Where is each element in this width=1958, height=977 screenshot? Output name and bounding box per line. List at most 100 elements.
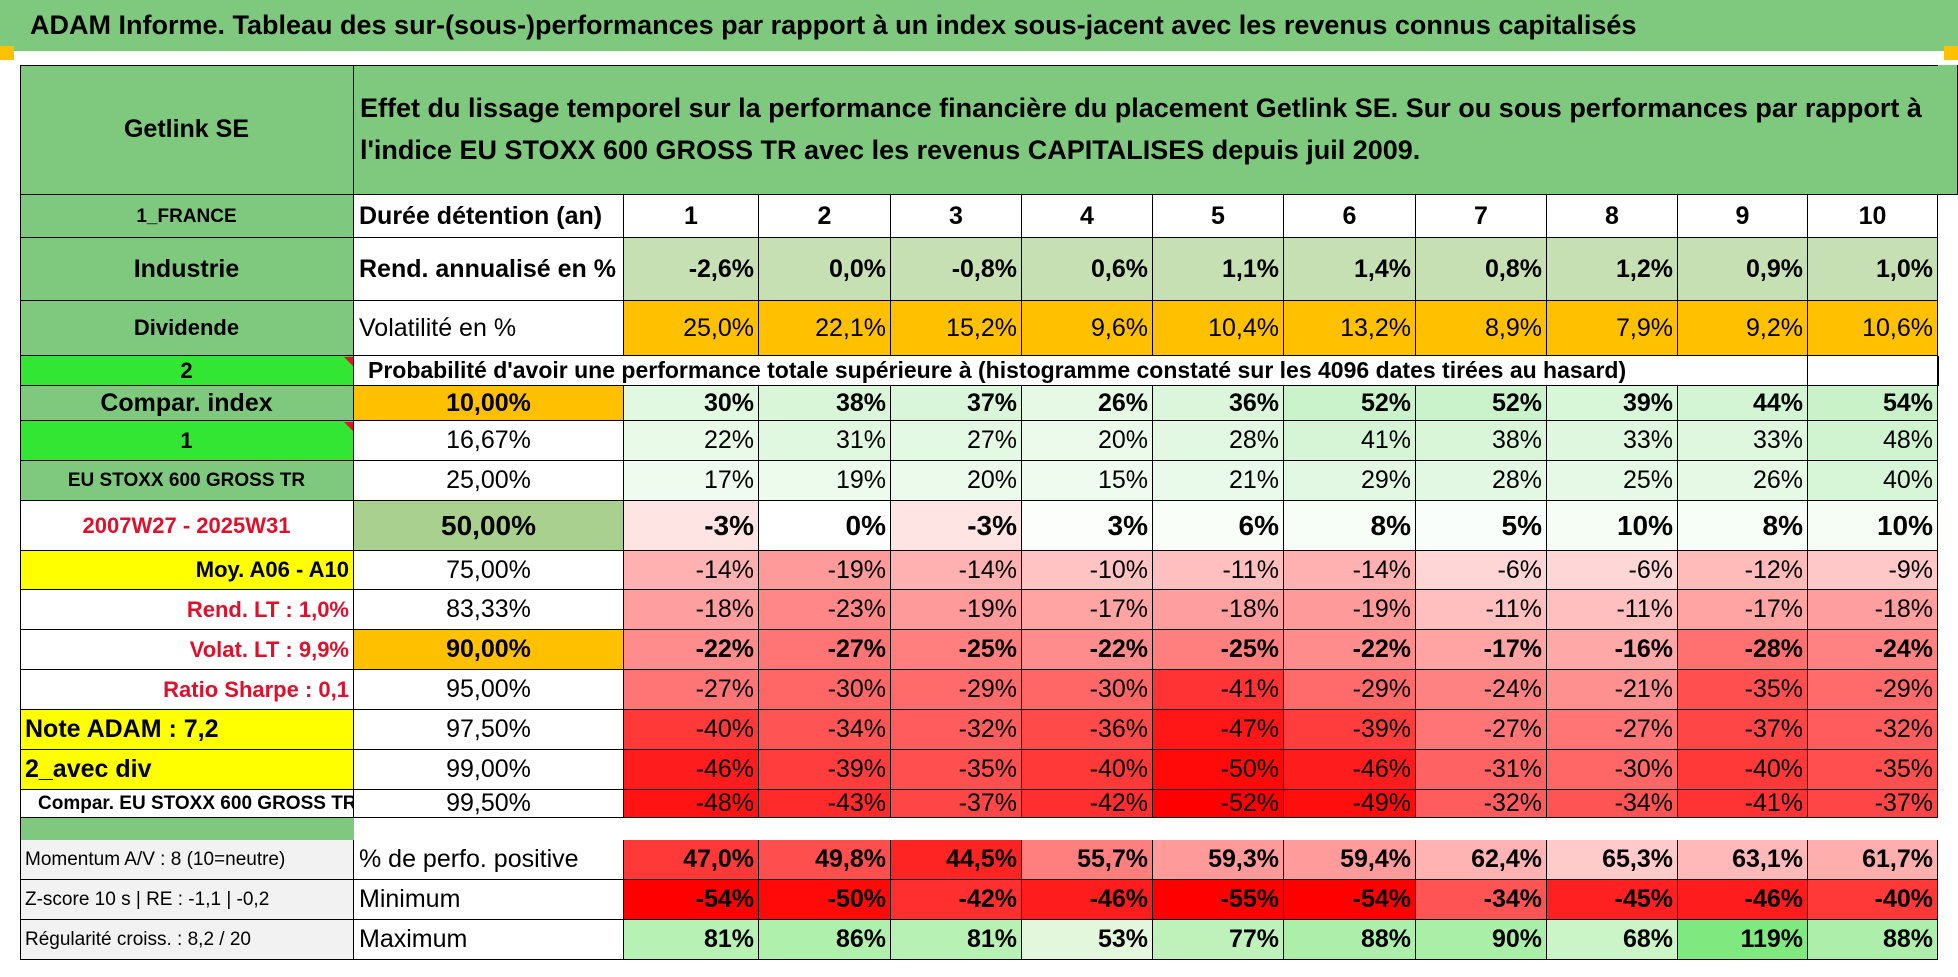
percentile-label: 99,50% [354, 790, 624, 818]
percentile-value: -27% [759, 630, 891, 670]
separator-strip [20, 818, 354, 840]
percentile-value: -28% [1678, 630, 1808, 670]
rend-value: -2,6% [624, 238, 759, 301]
percentile-value: 19% [759, 461, 891, 501]
percentile-value: -35% [891, 750, 1022, 790]
percentile-value: -9% [1808, 551, 1938, 590]
percentile-value: -3% [891, 501, 1022, 551]
percentile-value: 26% [1022, 386, 1153, 421]
maximum-value: 88% [1284, 920, 1416, 960]
minimum-value: -46% [1678, 880, 1808, 920]
ratio-sharpe-label: Ratio Sharpe : 0,1 [20, 670, 354, 710]
percentile-value: -18% [624, 590, 759, 630]
percentile-value: 52% [1416, 386, 1547, 421]
volat-value: 15,2% [891, 301, 1022, 356]
volat-lt-label: Volat. LT : 9,9% [20, 630, 354, 670]
maximum-value: 68% [1547, 920, 1678, 960]
percentile-value: -40% [1678, 750, 1808, 790]
dividend-label: Dividende [20, 301, 354, 356]
percentile-label: 97,50% [354, 710, 624, 750]
minimum-value: -46% [1022, 880, 1153, 920]
minimum-value: -45% [1547, 880, 1678, 920]
positive-value: 47,0% [624, 840, 759, 880]
percentile-value: -17% [1416, 630, 1547, 670]
rend-lt-label: Rend. LT : 1,0% [20, 590, 354, 630]
percentile-value: -36% [1022, 710, 1153, 750]
percentile-value: -22% [1022, 630, 1153, 670]
maximum-value: 90% [1416, 920, 1547, 960]
positive-value: 61,7% [1808, 840, 1938, 880]
percentile-value: -25% [1153, 630, 1284, 670]
percentile-value: -40% [624, 710, 759, 750]
minimum-value: -34% [1416, 880, 1547, 920]
maximum-value: 81% [891, 920, 1022, 960]
percentile-value: -30% [1547, 750, 1678, 790]
percentile-value: 8% [1284, 501, 1416, 551]
maximum-value: 81% [624, 920, 759, 960]
country-label: 1_FRANCE [20, 195, 354, 238]
percentile-value: -42% [1022, 790, 1153, 818]
year-header: 2 [759, 195, 891, 238]
volat-value: 10,4% [1153, 301, 1284, 356]
percentile-value: -32% [1416, 790, 1547, 818]
year-header: 6 [1284, 195, 1416, 238]
percentile-value: -11% [1547, 590, 1678, 630]
flag-value-1: 1 [20, 421, 354, 461]
positive-value: 44,5% [891, 840, 1022, 880]
percentile-value: -24% [1416, 670, 1547, 710]
percentile-value: -34% [1547, 790, 1678, 818]
percentile-value: -29% [891, 670, 1022, 710]
maximum-value: 86% [759, 920, 891, 960]
percentile-value: -6% [1416, 551, 1547, 590]
maximum-value: 88% [1808, 920, 1938, 960]
percentile-value: 20% [1022, 421, 1153, 461]
percentile-label: 50,00% [354, 501, 624, 551]
percentile-value: 52% [1284, 386, 1416, 421]
maximum-label: Maximum [354, 920, 624, 960]
percentile-value: 28% [1153, 421, 1284, 461]
percentile-label: 25,00% [354, 461, 624, 501]
percentile-value: -22% [1284, 630, 1416, 670]
rend-value: 0,0% [759, 238, 891, 301]
percentile-value: 39% [1547, 386, 1678, 421]
volat-value: 9,6% [1022, 301, 1153, 356]
percentile-value: 44% [1678, 386, 1808, 421]
percentile-label: 16,67% [354, 421, 624, 461]
percentile-value: -11% [1416, 590, 1547, 630]
period-label: 2007W27 - 2025W31 [20, 501, 354, 551]
percentile-value: -49% [1284, 790, 1416, 818]
sector-label: Industrie [20, 238, 354, 301]
percentile-value: -35% [1678, 670, 1808, 710]
percentile-value: 33% [1678, 421, 1808, 461]
percentile-value: -40% [1022, 750, 1153, 790]
percentile-value: -17% [1022, 590, 1153, 630]
percentile-value: -19% [891, 590, 1022, 630]
percentile-value: 37% [891, 386, 1022, 421]
percentile-value: -6% [1547, 551, 1678, 590]
percentile-value: -14% [891, 551, 1022, 590]
volat-value: 8,9% [1416, 301, 1547, 356]
percentile-value: -31% [1416, 750, 1547, 790]
percentile-value: -27% [624, 670, 759, 710]
maximum-value: 53% [1022, 920, 1153, 960]
compar-eu-label: Compar. EU STOXX 600 GROSS TR [20, 790, 354, 818]
percentile-value: -10% [1022, 551, 1153, 590]
percentile-value: -17% [1678, 590, 1808, 630]
report-header-bar: ADAM Informe. Tableau des sur-(sous-)per… [0, 0, 1958, 51]
minimum-value: -42% [891, 880, 1022, 920]
percentile-value: -25% [891, 630, 1022, 670]
percentile-value: -27% [1416, 710, 1547, 750]
percentile-value: 10% [1808, 501, 1938, 551]
volat-value: 25,0% [624, 301, 759, 356]
maximum-value: 77% [1153, 920, 1284, 960]
percentile-value: -14% [624, 551, 759, 590]
percentile-value: 41% [1284, 421, 1416, 461]
minimum-value: -54% [1284, 880, 1416, 920]
percentile-value: -27% [1547, 710, 1678, 750]
corner-marker-right [1944, 46, 1958, 60]
percentile-value: -46% [624, 750, 759, 790]
percentile-value: -50% [1153, 750, 1284, 790]
percentile-value: -41% [1678, 790, 1808, 818]
percentile-label: 99,00% [354, 750, 624, 790]
percentile-value: -21% [1547, 670, 1678, 710]
